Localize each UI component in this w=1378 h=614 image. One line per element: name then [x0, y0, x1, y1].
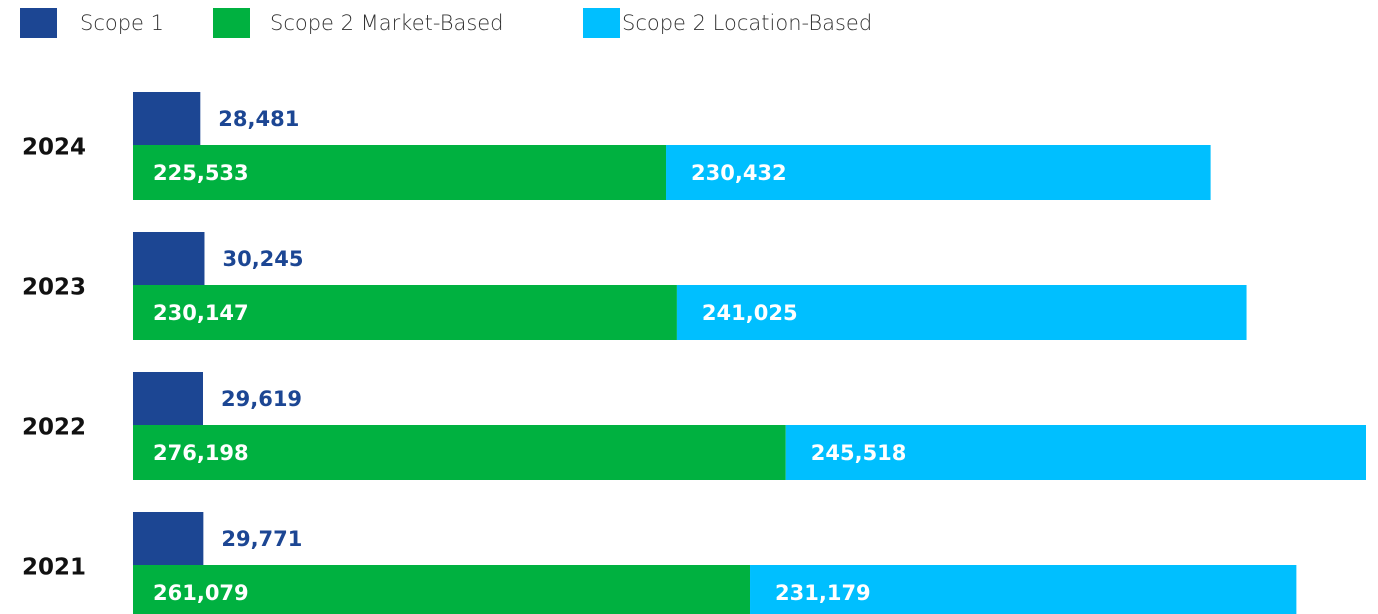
- value-label: 230,147: [153, 301, 249, 325]
- bar: [133, 92, 201, 145]
- year-label: 2024: [22, 135, 86, 161]
- bar: [785, 425, 1366, 480]
- bar: [133, 512, 204, 565]
- value-label: 245,518: [811, 441, 907, 465]
- legend-swatch: [583, 8, 620, 38]
- value-label: 28,481: [218, 107, 299, 131]
- legend-label: Scope 2 Market-Based: [270, 11, 504, 35]
- legend-swatch: [213, 8, 250, 38]
- bar: [133, 565, 751, 614]
- bar: [133, 372, 204, 425]
- bar: [666, 145, 1211, 200]
- value-label: 231,179: [775, 581, 871, 605]
- value-label: 29,771: [221, 527, 302, 551]
- bar: [133, 145, 667, 200]
- value-label: 276,198: [153, 441, 249, 465]
- bar: [750, 565, 1297, 614]
- value-label: 241,025: [702, 301, 798, 325]
- legend-swatch: [20, 8, 57, 38]
- value-label: 225,533: [153, 161, 249, 185]
- value-label: 261,079: [153, 581, 249, 605]
- bar: [133, 425, 786, 480]
- year-label: 2021: [22, 555, 86, 581]
- bar: [676, 285, 1247, 340]
- legend-label: Scope 1: [80, 11, 164, 35]
- year-label: 2023: [22, 275, 86, 301]
- value-label: 30,245: [222, 247, 303, 271]
- legend-label: Scope 2 Location-Based: [622, 11, 872, 35]
- value-label: 29,619: [221, 387, 302, 411]
- bar: [133, 285, 677, 340]
- year-label: 2022: [22, 415, 86, 441]
- bar: [133, 232, 205, 285]
- value-label: 230,432: [691, 161, 787, 185]
